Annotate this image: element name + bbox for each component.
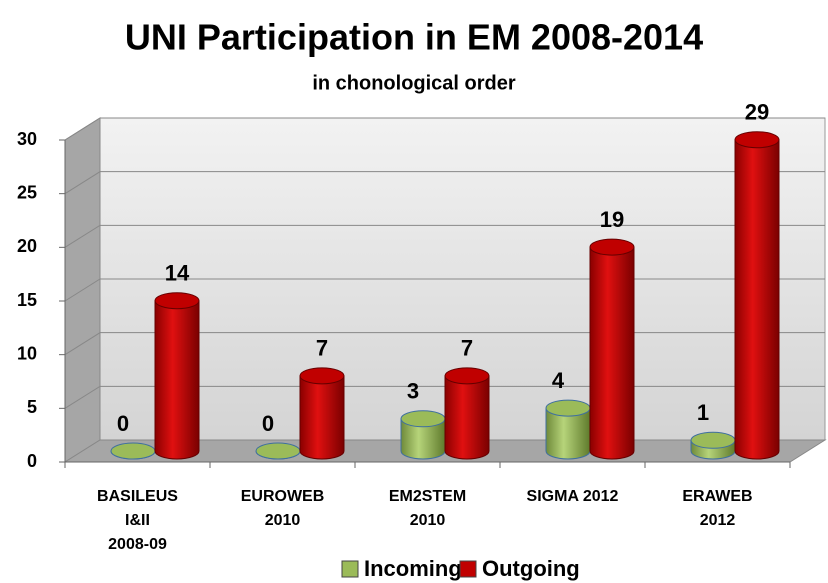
grid-line <box>64 278 825 302</box>
x-tick-label: BASILEUS <box>97 488 178 505</box>
y-tick-label: 15 <box>17 290 37 310</box>
bar-top <box>110 442 156 460</box>
value-label: 1 <box>697 400 709 425</box>
chart-title: UNI Participation in EM 2008-2014 <box>125 17 703 58</box>
bar <box>299 375 345 460</box>
x-tick-label: 2010 <box>410 512 446 529</box>
value-label: 14 <box>165 261 190 286</box>
bar-top <box>734 131 780 149</box>
value-label: 7 <box>461 336 473 361</box>
x-tick-label: 2010 <box>265 512 301 529</box>
x-tick-label: EUROWEB <box>241 488 325 505</box>
grid-line <box>64 224 825 248</box>
x-tick-label: EM2STEM <box>389 488 466 505</box>
legend-label: Outgoing <box>482 556 580 581</box>
y-tick-label: 10 <box>17 343 37 363</box>
value-label: 4 <box>552 368 565 393</box>
bar-top <box>299 367 345 385</box>
bar-top <box>545 399 591 417</box>
y-tick-label: 20 <box>17 236 37 256</box>
value-label: 0 <box>262 411 274 436</box>
y-tick-label: 0 <box>27 451 37 471</box>
x-tick-label: 2008-09 <box>108 536 167 553</box>
bar <box>154 300 200 460</box>
bar-top <box>589 238 635 256</box>
value-label: 7 <box>316 336 328 361</box>
bar-top <box>154 292 200 310</box>
grid-line <box>64 117 825 141</box>
y-tick-label: 30 <box>17 129 37 149</box>
value-label: 0 <box>117 411 129 436</box>
bar-top <box>400 410 446 428</box>
legend-label: Incoming <box>364 556 462 581</box>
grid-line <box>64 385 825 409</box>
value-label: 19 <box>600 207 624 232</box>
bar-top <box>444 367 490 385</box>
bar <box>589 246 635 460</box>
value-label: 29 <box>745 100 769 125</box>
value-label: 3 <box>407 379 419 404</box>
bar-top <box>690 431 736 449</box>
bar <box>444 375 490 460</box>
chart-subtitle: in chonological order <box>312 72 516 94</box>
y-tick-label: 25 <box>17 182 37 202</box>
grid-line <box>64 171 825 195</box>
y-tick-label: 5 <box>27 397 37 417</box>
x-tick-label: 2012 <box>700 512 736 529</box>
grid-line <box>64 332 825 356</box>
x-tick-label: SIGMA 2012 <box>527 488 619 505</box>
bar-top <box>255 442 301 460</box>
legend-swatch <box>459 560 477 578</box>
bar <box>734 139 780 460</box>
x-tick-label: ERAWEB <box>682 488 752 505</box>
x-tick-label: I&II <box>125 512 150 529</box>
legend-swatch <box>341 560 359 578</box>
